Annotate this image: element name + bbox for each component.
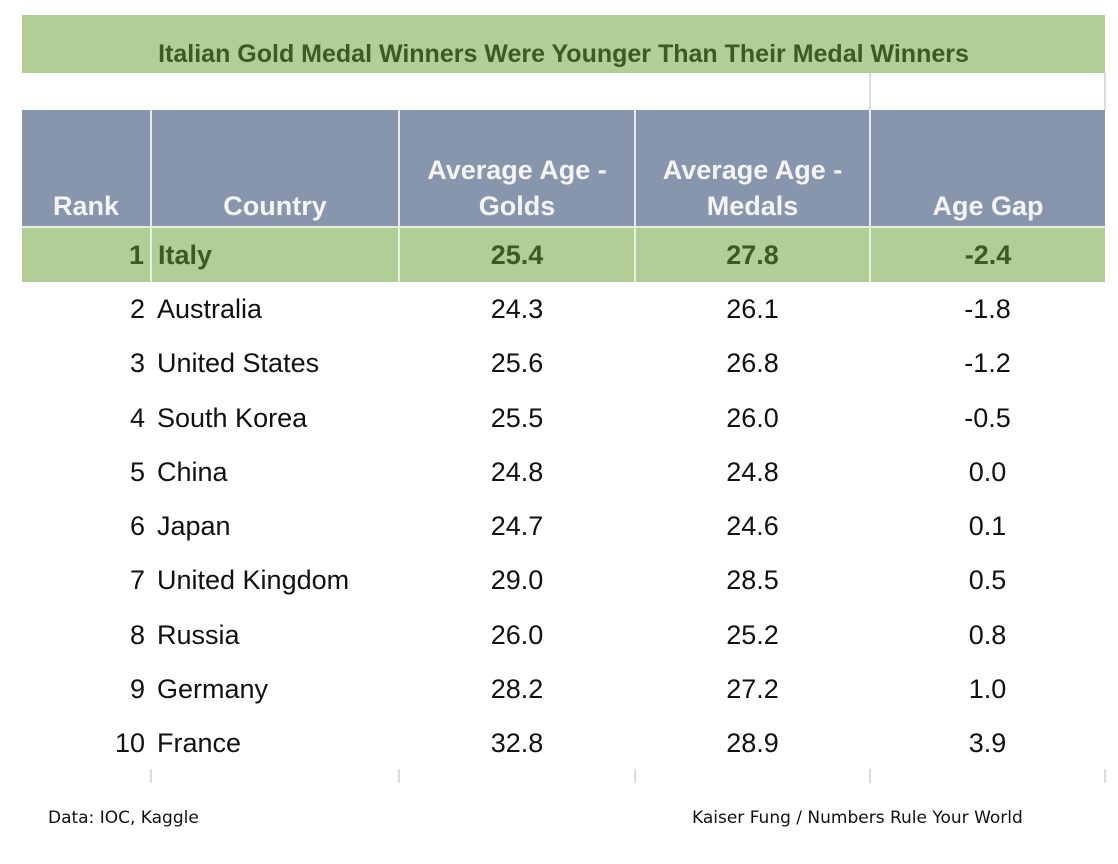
golds-age-cell: 26.0 [490, 619, 544, 650]
column-tick [869, 769, 871, 783]
table-row: 9 Germany 28.2 27.2 1.0 [22, 662, 1105, 716]
golds-age-cell: 28.2 [490, 674, 544, 705]
credit: Kaiser Fung / Numbers Rule Your World [692, 808, 1023, 828]
table-row: 10 France 32.8 28.9 3.9 [22, 717, 1105, 771]
rank-cell: 10 [114, 728, 145, 759]
golds-age-cell: 24.3 [490, 293, 544, 324]
country-cell: Germany [157, 674, 269, 705]
rank-cell: 6 [129, 511, 145, 542]
rank-cell: 9 [129, 674, 145, 705]
country-cell: South Korea [157, 402, 308, 433]
table-row: 5 China 24.8 24.8 0.0 [22, 445, 1105, 499]
country-cell: Italy [150, 225, 399, 283]
rank-cell: 1 [22, 225, 151, 283]
column-header: Country [150, 110, 399, 227]
table-row: 6 Japan 24.7 24.6 0.1 [22, 499, 1105, 553]
data-source: Data: IOC, Kaggle [48, 808, 199, 828]
column-header-text: Average Age - [427, 155, 607, 185]
medals-age-cell: 28.5 [726, 565, 779, 596]
column-tick [634, 769, 636, 783]
medals-age-cell: 27.8 [634, 225, 870, 283]
column-header-text: Rank [52, 191, 120, 221]
header-row: Rank Country Average Age - Golds Average Age… [22, 110, 1105, 227]
golds-age-cell: 24.7 [490, 511, 544, 542]
column-header-text: Medals [706, 191, 799, 221]
table-row: 4 South Korea 25.5 26.0 -0.5 [22, 391, 1105, 445]
age-gap-cell: 0.1 [968, 511, 1007, 542]
column-tick [1104, 769, 1106, 783]
golds-age-cell: 24.8 [490, 456, 544, 487]
column-header: Average Age - Medals [634, 110, 870, 227]
table-row: 3 United States 25.6 26.8 -1.2 [22, 337, 1105, 391]
title-text: Italian Gold Medal Winners Were Younger … [158, 40, 969, 68]
table-row: 1 Italy 25.4 27.8 -2.4 [22, 225, 1105, 283]
divider [869, 73, 871, 110]
age-gap-cell: 3.9 [968, 728, 1007, 759]
golds-age-cell: 25.4 [398, 225, 635, 283]
rank-cell: 2 [129, 293, 145, 324]
rank-cell: 3 [129, 348, 145, 379]
column-header-text: Country [223, 191, 327, 221]
rank-cell: 4 [129, 402, 145, 433]
country-cell: Japan [157, 511, 231, 542]
rank-cell: 5 [129, 456, 145, 487]
country-cell: United States [157, 348, 320, 379]
table-row: 8 Russia 26.0 25.2 0.8 [22, 608, 1105, 662]
column-header-text: Average Age - [662, 155, 843, 185]
rank-cell: 7 [129, 565, 145, 596]
medals-age-cell: 24.8 [726, 456, 779, 487]
country-cell: China [157, 456, 228, 487]
column-header-text: Golds [478, 191, 556, 221]
medals-age-cell: 24.6 [726, 511, 779, 542]
column-header: Age Gap [869, 110, 1105, 227]
age-gap-cell: 0.8 [968, 619, 1007, 650]
divider [1104, 73, 1106, 110]
age-gap-cell: -1.2 [964, 348, 1011, 379]
data-table: Rank Country Average Age - Golds Average Age… [22, 110, 1105, 771]
age-gap-cell: 1.0 [968, 674, 1007, 705]
age-gap-cell: -1.8 [964, 293, 1011, 324]
table-row: 7 United Kingdom 29.0 28.5 0.5 [22, 554, 1105, 608]
table-title: Italian Gold Medal Winners Were Younger … [22, 15, 1105, 73]
age-gap-cell: 0.5 [968, 565, 1007, 596]
medals-age-cell: 26.1 [726, 293, 779, 324]
country-cell: Australia [157, 293, 263, 324]
medals-age-cell: 28.9 [726, 728, 779, 759]
country-cell: France [157, 728, 242, 759]
table-row: 2 Australia 24.3 26.1 -1.8 [22, 282, 1105, 336]
medals-age-cell: 27.2 [726, 674, 779, 705]
golds-age-cell: 32.8 [490, 728, 544, 759]
country-cell: Russia [157, 619, 240, 650]
medals-age-cell: 25.2 [726, 619, 779, 650]
column-tick [398, 769, 400, 783]
age-gap-cell: -0.5 [964, 402, 1011, 433]
medals-age-cell: 26.0 [726, 402, 779, 433]
age-gap-cell: 0.0 [968, 456, 1007, 487]
golds-age-cell: 25.6 [490, 348, 544, 379]
rank-cell: 8 [129, 619, 145, 650]
golds-age-cell: 25.5 [490, 402, 544, 433]
medals-age-cell: 26.8 [726, 348, 779, 379]
age-gap-cell: -2.4 [869, 225, 1105, 283]
column-header: Rank [22, 110, 151, 227]
column-header: Average Age - Golds [398, 110, 635, 227]
column-header-text: Age Gap [932, 191, 1044, 221]
column-tick [150, 769, 152, 783]
country-cell: United Kingdom [157, 565, 350, 596]
golds-age-cell: 29.0 [490, 565, 544, 596]
